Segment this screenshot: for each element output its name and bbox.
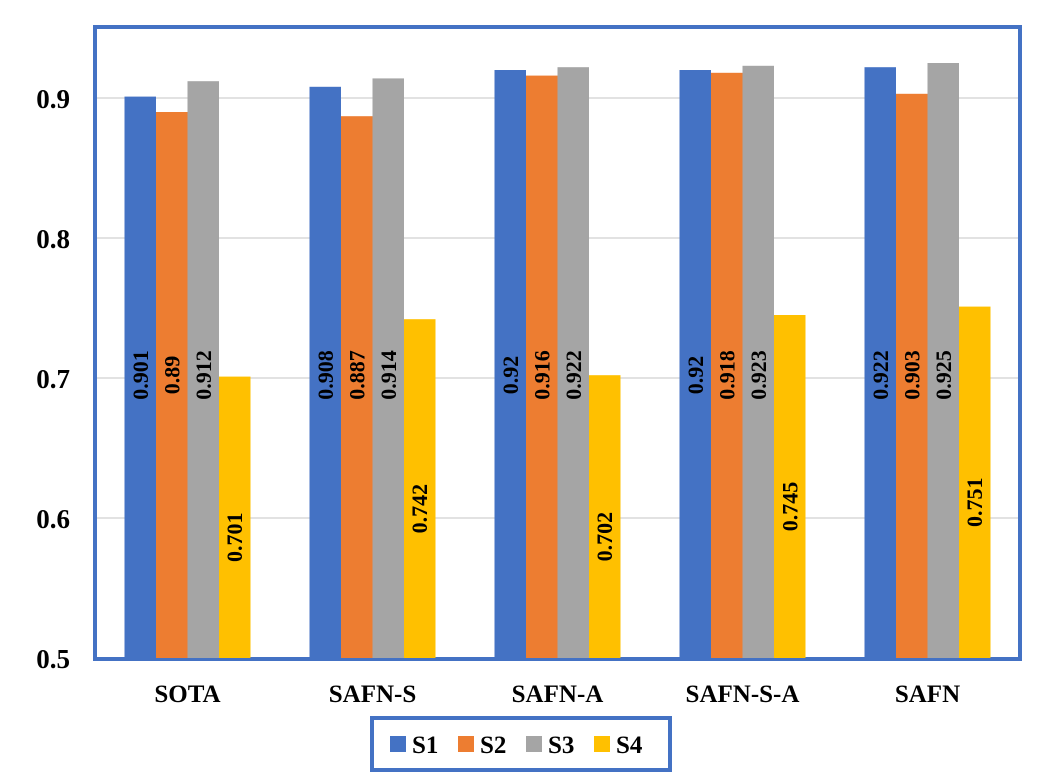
bar-s2: [896, 93, 928, 659]
y-tick-label: 0.6: [36, 504, 70, 534]
legend-label-s4: S4: [616, 732, 643, 759]
bar-s4: [959, 306, 991, 658]
x-category-label: SAFN-S: [329, 681, 417, 708]
y-tick-label: 0.7: [36, 364, 70, 394]
data-label: 0.701: [222, 513, 247, 563]
plot-frame: [93, 25, 1022, 661]
data-label: 0.702: [592, 512, 617, 562]
data-label: 0.914: [376, 350, 401, 400]
data-label: 0.89: [159, 356, 184, 395]
data-label: 0.745: [777, 482, 802, 532]
bar-s4: [219, 376, 251, 658]
bar-s1: [494, 70, 526, 658]
bar-s3: [742, 65, 774, 659]
bars: [124, 63, 991, 659]
legend-label-s3: S3: [548, 732, 574, 759]
bar-s3: [372, 78, 404, 658]
bar-s1: [124, 96, 156, 659]
data-label: 0.903: [899, 350, 924, 400]
bar-s1: [864, 67, 896, 658]
bar-s2: [526, 75, 558, 659]
legend-label-s2: S2: [480, 732, 506, 759]
data-label: 0.92: [683, 356, 708, 395]
y-tick-label: 0.8: [36, 224, 70, 254]
bar-s3: [187, 81, 219, 658]
bar-s4: [404, 319, 436, 658]
y-axis-ticks: 0.5 0.6 0.7 0.8 0.9: [36, 84, 70, 674]
legend-swatch-s4: [594, 736, 610, 752]
data-label: 0.918: [714, 350, 739, 400]
data-label: 0.922: [561, 350, 586, 400]
bar-s2: [711, 72, 743, 659]
legend-swatch-s3: [526, 736, 542, 752]
data-label: 0.742: [407, 484, 432, 533]
bar-s4: [589, 375, 621, 658]
legend-swatch-s1: [390, 736, 406, 752]
data-label: 0.901: [128, 350, 153, 400]
bar-s4: [774, 315, 806, 658]
data-label: 0.908: [313, 350, 338, 400]
legend-frame: [370, 716, 672, 772]
bar-s1: [309, 86, 341, 659]
legend-label-s1: S1: [412, 732, 438, 759]
bar-s2: [156, 112, 188, 658]
x-category-label: SOTA: [154, 681, 220, 708]
x-axis-categories: SOTA SAFN-S SAFN-A SAFN-S-A SAFN: [154, 681, 960, 708]
bar-s3: [927, 63, 959, 658]
bar-s2: [341, 116, 373, 658]
data-label: 0.887: [344, 350, 369, 400]
bar-s1: [679, 70, 711, 658]
data-label: 0.922: [868, 350, 893, 400]
data-label: 0.925: [931, 350, 956, 400]
y-tick-label: 0.9: [36, 84, 70, 114]
data-labels: 0.901 0.89 0.912 0.701 0.908 0.887 0.914 0.742 0…: [128, 350, 988, 562]
x-category-label: SAFN-A: [512, 681, 604, 708]
legend: S1 S2 S3 S4: [370, 716, 672, 772]
bar-s3: [557, 67, 589, 658]
data-label: 0.923: [746, 350, 771, 400]
legend-swatch-s2: [458, 736, 474, 752]
data-label: 0.912: [191, 350, 216, 400]
data-label: 0.916: [529, 350, 554, 400]
data-label: 0.92: [498, 356, 523, 395]
y-tick-label: 0.5: [36, 644, 70, 674]
x-category-label: SAFN-S-A: [686, 681, 800, 708]
data-label: 0.751: [962, 478, 987, 528]
x-category-label: SAFN: [895, 681, 960, 708]
